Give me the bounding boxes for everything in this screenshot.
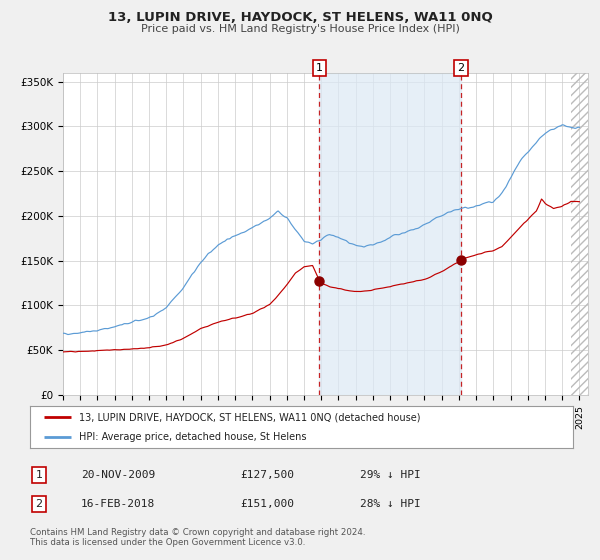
Text: 20-NOV-2009: 20-NOV-2009	[81, 470, 155, 480]
Text: 1: 1	[35, 470, 43, 480]
Text: 13, LUPIN DRIVE, HAYDOCK, ST HELENS, WA11 0NQ (detached house): 13, LUPIN DRIVE, HAYDOCK, ST HELENS, WA1…	[79, 412, 421, 422]
Text: 28% ↓ HPI: 28% ↓ HPI	[360, 499, 421, 509]
Text: £151,000: £151,000	[240, 499, 294, 509]
Text: 2: 2	[35, 499, 43, 509]
Text: Price paid vs. HM Land Registry's House Price Index (HPI): Price paid vs. HM Land Registry's House …	[140, 24, 460, 34]
Bar	[319, 73, 461, 395]
Text: HPI: Average price, detached house, St Helens: HPI: Average price, detached house, St H…	[79, 432, 307, 442]
Text: 29% ↓ HPI: 29% ↓ HPI	[360, 470, 421, 480]
Text: 2: 2	[458, 63, 465, 73]
Bar	[571, 73, 588, 395]
Text: 16-FEB-2018: 16-FEB-2018	[81, 499, 155, 509]
Text: 1: 1	[316, 63, 323, 73]
Text: 13, LUPIN DRIVE, HAYDOCK, ST HELENS, WA11 0NQ: 13, LUPIN DRIVE, HAYDOCK, ST HELENS, WA1…	[107, 11, 493, 24]
Text: £127,500: £127,500	[240, 470, 294, 480]
Text: Contains HM Land Registry data © Crown copyright and database right 2024.
This d: Contains HM Land Registry data © Crown c…	[30, 528, 365, 547]
